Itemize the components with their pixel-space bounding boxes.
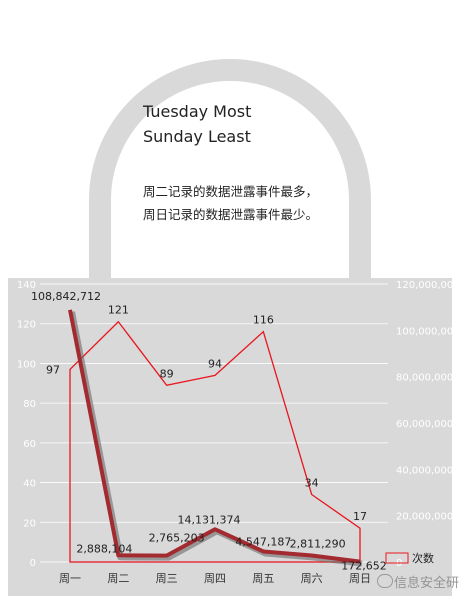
records-data-label: 14,131,374: [178, 513, 241, 526]
records-data-label: 108,842,712: [31, 290, 101, 303]
legend-swatch: [385, 552, 409, 564]
count-data-label: 17: [353, 510, 367, 523]
series-records-line: [68, 309, 361, 564]
records-data-label: 2,811,290: [290, 537, 346, 550]
series-count-line: [69, 320, 361, 563]
right-tick-label: 40,000,000: [396, 465, 453, 476]
count-data-label: 89: [160, 367, 174, 380]
x-tick-label: 周三: [156, 572, 178, 585]
right-tick-label: 20,000,000: [396, 512, 453, 523]
count-data-label: 34: [305, 476, 319, 489]
records-data-label: 2,765,203: [149, 532, 205, 545]
data-labels: 97 121 89 94 116 34 17 108,842,712 2,888,104 2,76…: [31, 290, 387, 573]
right-tick-label: 80,000,000: [396, 373, 453, 384]
description-line-2: 周日记录的数据泄露事件最少。: [143, 207, 319, 222]
count-data-label: 94: [208, 357, 222, 370]
x-tick-label: 周二: [107, 572, 129, 585]
headline-most: Tuesday Most: [143, 102, 252, 121]
shackle-arc: [89, 59, 371, 280]
description-line-1: 周二记录的数据泄露事件最多，: [143, 184, 319, 199]
count-data-label: 97: [46, 363, 60, 376]
x-tick-label: 周日: [349, 572, 371, 585]
left-tick-label: 60: [23, 439, 36, 450]
records-data-label: 4,547,187: [235, 535, 291, 548]
series-lines: [68, 309, 363, 567]
headline-least: Sunday Least: [143, 127, 251, 146]
legend-label: 次数: [412, 551, 434, 565]
left-tick-label: 0: [30, 558, 36, 569]
x-axis-ticks: 周一 周二 周三 周四 周五 周六 周日: [59, 572, 371, 585]
x-tick-label: 周一: [59, 572, 81, 585]
left-tick-label: 80: [23, 399, 36, 410]
count-data-label: 121: [108, 304, 129, 317]
legend: 次数: [385, 551, 434, 565]
left-axis-ticks: 0 20 40 60 80 100 120 140: [17, 280, 36, 569]
left-tick-label: 140: [17, 280, 36, 291]
x-tick-label: 周四: [204, 572, 226, 585]
right-tick-label: 100,000,000: [396, 326, 460, 337]
left-tick-label: 120: [17, 320, 36, 331]
left-tick-label: 20: [23, 518, 36, 529]
chart-background: [8, 278, 452, 596]
records-data-label: 2,888,104: [76, 542, 132, 555]
x-tick-label: 周五: [252, 572, 274, 585]
count-data-label: 116: [253, 314, 274, 327]
right-tick-label: 60,000,000: [396, 419, 453, 430]
left-tick-label: 40: [23, 479, 36, 490]
left-tick-label: 100: [17, 359, 36, 370]
records-data-label: 172,652: [341, 560, 387, 573]
watermark: 信息安全研: [394, 576, 460, 591]
x-tick-label: 周六: [301, 572, 323, 585]
wechat-icon: [377, 574, 393, 588]
right-tick-label: 120,000,000: [396, 280, 460, 291]
